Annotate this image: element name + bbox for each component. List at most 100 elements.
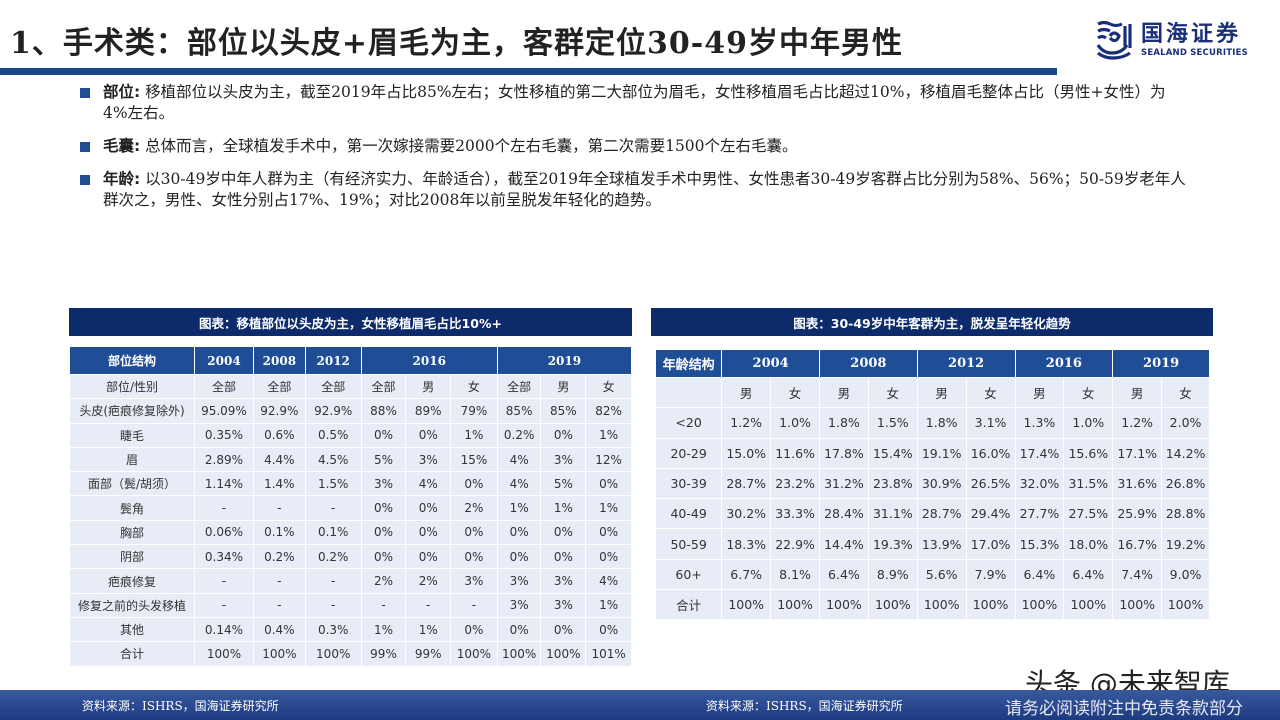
table-cell: 2% [405,568,452,594]
table-cell: 19.1% [916,437,967,469]
table-cell: 25.9% [1112,498,1163,530]
table-cell: 0% [540,616,587,643]
column-header: 部位结构 [69,346,195,375]
table-cell: 0.5% [304,422,362,448]
subheader-cell: 全部 [496,373,542,400]
table-cell: 1% [450,422,498,448]
table-row: 60+ 6.7% 8.1% 6.4% 8.9% 5.6% 7.9% 6.4% 6.4% 7.4% 9… [654,558,1210,591]
table-row: 20-29 15.0% 11.6% 17.8% 15.4% 19.1% 16.0% 17.4%… [654,437,1210,469]
table-cell: 0% [585,519,632,546]
table-row: 阴部 0.34% 0.2% 0.2% 0% 0% 0% 0% 0% 0% [69,544,632,570]
table-cell: 32.0% [1014,467,1065,500]
table-cell: 27.5% [1063,498,1114,530]
table-cell: 5% [360,446,407,473]
table-cell: 6.4% [819,558,869,591]
table-cell: 0.1% [304,519,362,546]
table-cell: 1% [585,495,632,521]
table-row: 50-59 18.3% 22.9% 14.4% 19.3% 13.9% 17.0% 15.3%… [654,528,1210,560]
column-header: 年龄结构 [654,349,723,378]
square-bullet-icon [80,175,90,185]
table-cell: 0% [405,544,452,570]
square-bullet-icon [80,142,90,152]
table-cell: 1.0% [770,407,820,439]
table2-source: 资料来源：ISHRS，国海证券研究所 [706,699,903,713]
table-cell: 1.8% [819,407,869,439]
table-cell: 82% [585,398,632,424]
table-cell: 100% [1063,589,1114,621]
table-row: 睫毛 0.35% 0.6% 0.5% 0% 0% 1% 0.2% 0% 1% [69,422,632,448]
table-cell: 6.7% [721,558,772,591]
subheader-cell: 男 [1112,376,1163,409]
subheader-cell: 男 [1014,376,1065,409]
table-cell: 12% [585,446,632,473]
table-cell: 2.0% [1161,407,1210,439]
table-cell: 0% [450,544,498,570]
table-cell: 88% [360,398,407,424]
table-cell: 4.5% [304,446,362,473]
table-cell: 33.3% [770,498,820,530]
subheader-cell: 全部 [304,373,362,400]
subheader-cell [654,376,723,409]
bullet-text: 以30-49岁中年人群为主（有经济实力、年龄适合），截至2019年全球植发手术中… [103,170,1186,209]
table-cell: 5% [540,471,587,497]
row-label: 眉 [69,446,195,473]
table-cell: - [194,592,254,618]
row-label: 合计 [69,641,195,667]
column-header: 2016 [360,346,498,375]
table-cell: 1.2% [721,407,772,439]
table-cell: - [304,592,362,618]
table-row: 头皮(疤痕修复除外) 95.09% 92.9% 92.9% 88% 89% 79% 85% 85… [69,398,632,424]
table-cell: 3% [450,568,498,594]
table-cell: 1.3% [1014,407,1065,439]
subheader-cell: 男 [916,376,967,409]
table-cell: 18.3% [721,528,772,560]
table-cell: - [405,592,452,618]
subheader-cell: 男 [405,373,452,400]
table-cell: 0.2% [252,544,306,570]
table-cell: 1.8% [916,407,967,439]
table-cell: 0% [405,519,452,546]
table-cell: 0% [360,422,407,448]
table-cell: 100% [252,641,306,667]
table-cell: 16.7% [1112,528,1163,560]
bullet-text: 移植部位以头皮为主，截至2019年占比85%左右；女性移植的第二大部位为眉毛，女… [103,83,1166,122]
table-cell: 0% [405,495,452,521]
bullet-text: 总体而言，全球植发手术中，第一次嫁接需要2000个左右毛囊，第二次需要1500个… [140,137,798,155]
row-label: 疤痕修复 [69,568,195,594]
table-cell: - [450,592,498,618]
table-cell: 26.8% [1161,467,1210,500]
table-cell: 0% [450,471,498,497]
row-label: 20-29 [654,437,723,469]
table-cell: 1% [585,592,632,618]
logo-english-name: SEALAND SECURITIES [1141,48,1248,58]
summary-bullets: 部位: 移植部位以头皮为主，截至2019年占比85%左右；女性移植的第二大部位为… [80,82,1190,223]
table-row: 面部（鬓/胡须） 1.14% 1.4% 1.5% 3% 4% 0% 4% 5% 0% [69,471,632,497]
table-cell: 95.09% [194,398,254,424]
subheader-cell: 女 [1161,376,1210,409]
table-cell: 18.0% [1063,528,1114,560]
table-cell: 2% [360,568,407,594]
row-label: 60+ [654,558,723,591]
table-cell: 0% [450,519,498,546]
table-cell: 0.3% [304,616,362,643]
table-cell: 19.2% [1161,528,1210,560]
table-cell: 14.2% [1161,437,1210,469]
table-cell: 100% [1014,589,1065,621]
table-subheader-row: 部位/性别 全部 全部 全部 全部男女全部男女 [69,373,632,400]
table-cell: 3.1% [965,407,1016,439]
table2-caption: 图表：30-49岁中年客群为主，脱发呈年轻化趋势 [651,308,1213,336]
row-label: 阴部 [69,544,195,570]
table-cell: 100% [770,589,820,621]
subheader-cell: 全部 [194,373,254,400]
table-cell: - [252,568,306,594]
table-row: 疤痕修复 - - -2% 2% 3% 3% 3% 4% [69,568,632,594]
table-row: 40-49 30.2% 33.3% 28.4% 31.1% 28.7% 29.4% 27.7%… [654,498,1210,530]
table-cell: 31.2% [819,467,869,500]
table-subheader-row: 男女男女男女男女男女 [654,376,1210,409]
table-cell: 100% [819,589,869,621]
subheader-cell: 女 [585,373,632,400]
table-cell: 100% [965,589,1016,621]
subheader-cell: 女 [770,376,820,409]
table-cell: 0.14% [194,616,254,643]
subheader-cell: 女 [1063,376,1114,409]
